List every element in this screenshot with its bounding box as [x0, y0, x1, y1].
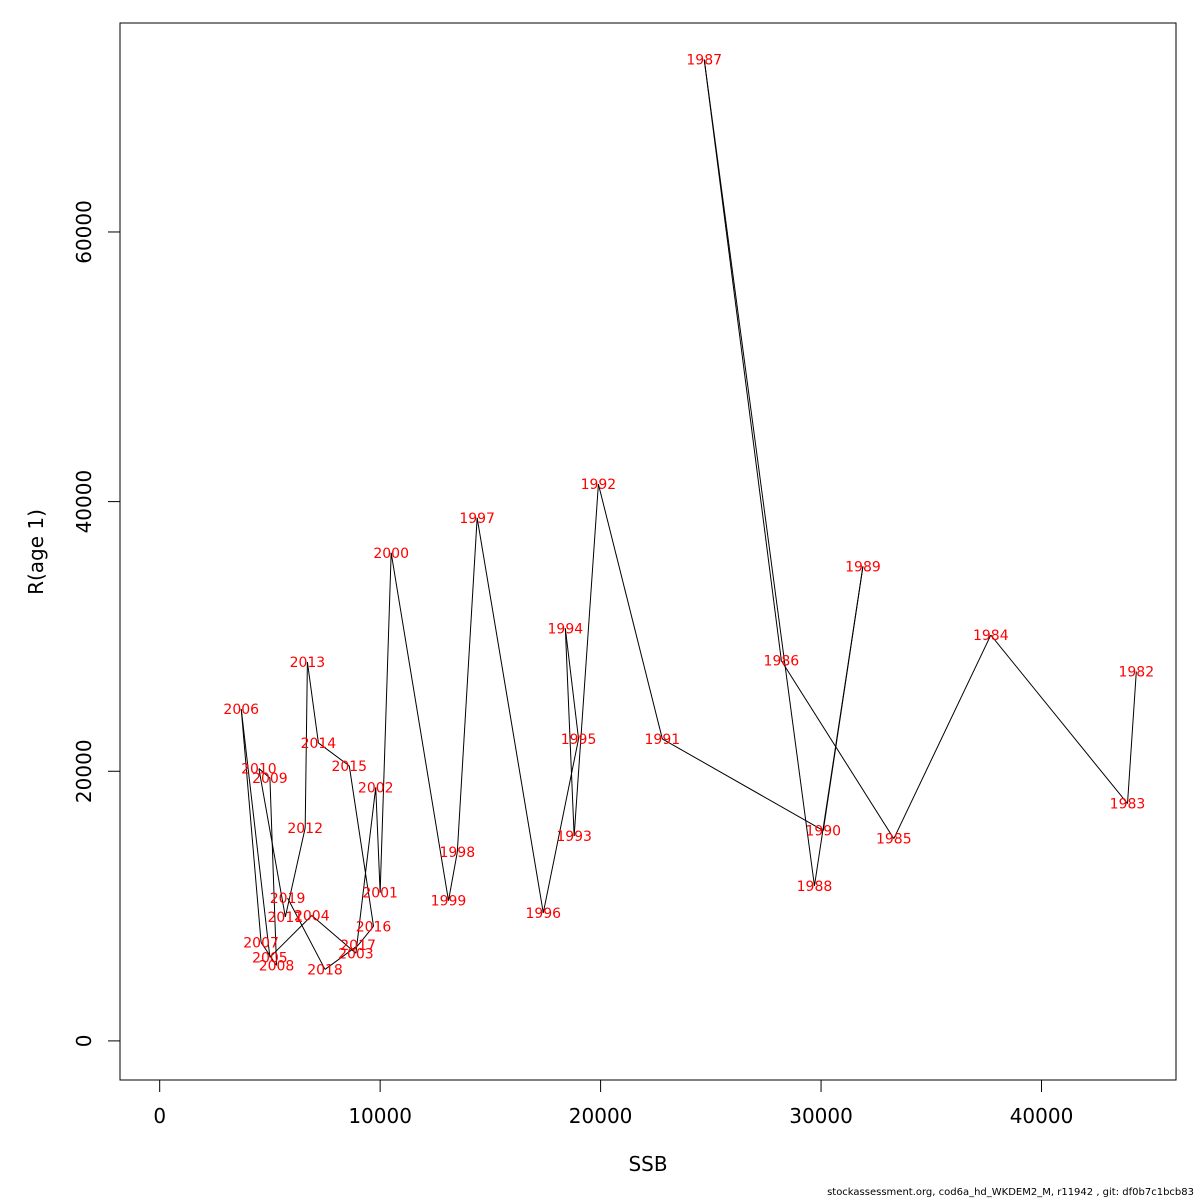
- y-axis: 0 20000 40000 60000: [72, 200, 121, 1048]
- point-label-1988: 1988: [797, 879, 833, 895]
- y-axis-title: R(age 1): [24, 509, 48, 595]
- series-segment: [240, 709, 262, 943]
- point-label-1999: 1999: [431, 894, 467, 910]
- series-segment: [269, 777, 278, 966]
- series-segment: [703, 59, 815, 886]
- series-segment: [348, 765, 375, 927]
- point-label-2003: 2003: [338, 946, 374, 962]
- series-segment: [822, 566, 864, 831]
- x-tick-label: 30000: [789, 1104, 853, 1128]
- series-segment: [990, 634, 1128, 804]
- point-label-1996: 1996: [525, 906, 561, 922]
- series-segment: [269, 915, 313, 958]
- point-label-1986: 1986: [764, 654, 800, 670]
- series-segment: [306, 661, 319, 744]
- x-tick-label: 20000: [569, 1104, 633, 1128]
- series-segment: [573, 484, 599, 837]
- point-label-1991: 1991: [645, 732, 681, 748]
- series-segment: [324, 944, 359, 970]
- point-label-2006: 2006: [223, 702, 259, 718]
- x-axis-title: SSB: [628, 1152, 667, 1176]
- series-segment: [357, 925, 374, 946]
- point-label-2011: 2011: [268, 910, 304, 926]
- point-label-1995: 1995: [561, 732, 597, 748]
- point-label-2019: 2019: [270, 891, 306, 907]
- x-tick-label: 0: [153, 1104, 166, 1128]
- series-segment: [447, 852, 458, 901]
- point-label-2018: 2018: [307, 962, 343, 978]
- series-segment: [375, 787, 381, 893]
- point-label-2008: 2008: [259, 958, 295, 974]
- point-label-1997: 1997: [459, 511, 495, 527]
- point-label-1994: 1994: [548, 621, 584, 637]
- point-label-2000: 2000: [373, 546, 409, 562]
- series-segment: [597, 483, 663, 740]
- point-label-1987: 1987: [686, 52, 722, 68]
- series-segment: [355, 787, 377, 954]
- series-segment: [287, 897, 326, 970]
- point-label-1998: 1998: [439, 845, 475, 861]
- point-label-1989: 1989: [845, 559, 881, 575]
- series-segment: [564, 628, 575, 836]
- point-label-1982: 1982: [1118, 664, 1154, 680]
- series-line: [240, 59, 1137, 970]
- y-tick-label: 0: [72, 1035, 96, 1048]
- point-label-2005: 2005: [252, 950, 288, 966]
- series-segment: [304, 662, 308, 828]
- x-tick-label: 40000: [1010, 1104, 1074, 1128]
- x-tick-label: 10000: [348, 1104, 412, 1128]
- point-label-1984: 1984: [973, 628, 1009, 644]
- y-tick-label: 60000: [72, 200, 96, 264]
- point-label-1983: 1983: [1110, 797, 1146, 813]
- x-axis: 0 10000 20000 30000 40000: [153, 1079, 1074, 1128]
- series-segment: [260, 942, 277, 966]
- point-label-2009: 2009: [252, 771, 288, 787]
- series-segment: [703, 59, 782, 661]
- series-segment: [476, 517, 544, 913]
- series-segment: [893, 634, 992, 839]
- series-segment: [379, 552, 392, 893]
- point-labels: 1982 1983 1984 1985 1986 1987 1988 1989 1990 1991…: [223, 52, 1154, 978]
- point-label-2016: 2016: [356, 919, 392, 935]
- point-label-2004: 2004: [294, 909, 330, 925]
- footer-credit: stockassessment.org, cod6a_hd_WKDEM2_M, …: [827, 1187, 1194, 1198]
- point-label-2017: 2017: [340, 938, 376, 954]
- point-label-2002: 2002: [358, 780, 394, 796]
- point-label-2012: 2012: [287, 821, 323, 837]
- series-segment: [240, 709, 271, 958]
- point-label-1985: 1985: [876, 832, 912, 848]
- y-tick-label: 20000: [72, 739, 96, 803]
- series-segment: [564, 628, 580, 739]
- point-label-2015: 2015: [331, 759, 367, 775]
- series-segment: [780, 660, 895, 839]
- series-segment: [542, 738, 580, 913]
- point-label-2013: 2013: [290, 655, 326, 671]
- series-segment: [258, 768, 286, 917]
- point-label-2007: 2007: [243, 935, 279, 951]
- point-label-2014: 2014: [301, 736, 337, 752]
- y-tick-label: 40000: [72, 470, 96, 534]
- series-segment: [1127, 671, 1137, 804]
- series-segment: [456, 517, 478, 853]
- point-label-2001: 2001: [362, 886, 398, 902]
- point-label-2010: 2010: [241, 762, 277, 778]
- point-label-1990: 1990: [805, 824, 841, 840]
- series-segment: [284, 827, 306, 917]
- point-label-1993: 1993: [556, 829, 592, 845]
- series-segment: [662, 738, 824, 832]
- point-label-1992: 1992: [581, 477, 617, 493]
- series-segment: [318, 742, 350, 767]
- series-segment: [390, 552, 449, 901]
- series-segment: [258, 768, 271, 779]
- series-segment: [311, 915, 357, 954]
